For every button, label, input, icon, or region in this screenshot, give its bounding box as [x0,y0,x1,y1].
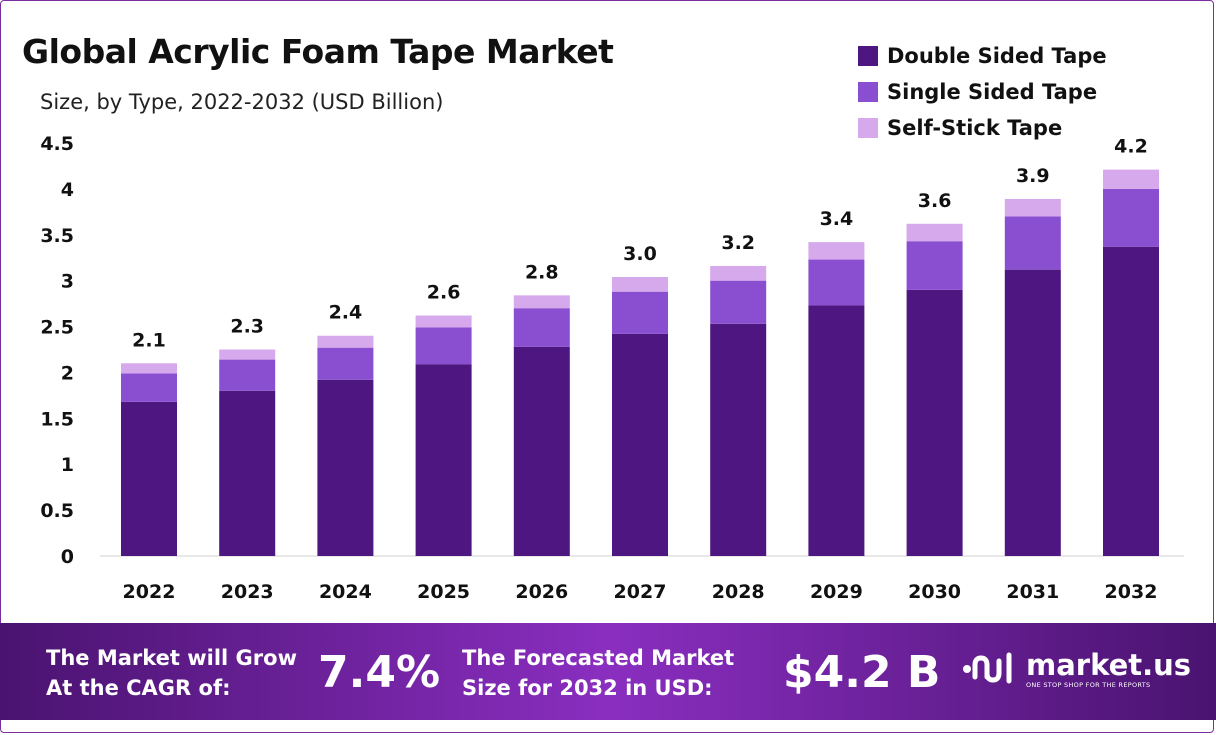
y-tick-label: 2.5 [40,317,74,339]
footer-banner: The Market will Grow At the CAGR of: 7.4… [0,623,1216,720]
y-tick-label: 4 [61,179,74,201]
bar-segment-single-sided-tape [710,280,767,324]
cagr-label-line1: The Market will Grow [46,646,297,670]
legend-label-single-sided: Single Sided Tape [887,80,1098,104]
bar-segment-self-stick-tape [415,315,472,328]
x-tick-label: 2031 [1006,581,1059,603]
bar-segment-double-sided-tape [906,289,963,556]
bar-segment-self-stick-tape [219,349,276,360]
bar-segment-self-stick-tape [513,295,570,309]
forecast-label-line2: Size for 2032 in USD: [462,676,713,700]
chart-plot: 0 0.5 1 1.5 2 2.5 3 3.5 4 4.5 2.1 2022 2.3 2023 2.4 202… [40,133,1184,603]
bar-segment-self-stick-tape [317,335,374,348]
bar-total-label: 4.2 [1114,136,1148,158]
legend-label-self-stick: Self-Stick Tape [887,116,1063,140]
bar-segment-self-stick-tape [906,223,963,242]
bar-segment-single-sided-tape [219,359,276,391]
forecast-label-line1: The Forecasted Market [462,646,735,670]
bar-total-label: 3.6 [918,190,952,212]
legend-item-self-stick: Self-Stick Tape [858,110,1107,146]
brand-tagline: ONE STOP SHOP FOR THE REPORTS [1026,680,1151,689]
x-tick-label: 2032 [1105,581,1158,603]
bar-segment-self-stick-tape [1103,169,1159,189]
bar-segment-self-stick-tape [121,363,177,374]
chart-title: Global Acrylic Foam Tape Market [22,32,614,71]
y-tick-label: 2 [61,362,74,384]
y-tick-label: 4.5 [40,133,74,155]
bar-segment-single-sided-tape [808,259,865,306]
bar-segment-single-sided-tape [1004,216,1061,270]
bar-segment-single-sided-tape [513,308,570,347]
y-tick-label: 3 [61,271,74,293]
brand-logo[interactable]: market.us ONE STOP SHOP FOR THE REPORTS [960,647,1191,691]
cagr-label: The Market will Grow At the CAGR of: [46,643,316,703]
x-tick-label: 2027 [614,581,667,603]
bar-segment-double-sided-tape [1103,246,1159,556]
bar-segment-single-sided-tape [612,291,668,334]
bar-total-label: 3.2 [721,232,755,254]
bar-segment-single-sided-tape [121,373,177,402]
legend-swatch-single-sided [858,82,878,102]
bar-segment-double-sided-tape [513,346,570,556]
x-tick-label: 2029 [810,581,863,603]
legend-label-double-sided: Double Sided Tape [887,44,1107,68]
bar-segment-single-sided-tape [906,241,963,290]
chart-subtitle: Size, by Type, 2022-2032 (USD Billion) [40,90,444,114]
bar-segment-self-stick-tape [710,265,767,281]
bar-segment-double-sided-tape [415,364,472,556]
y-tick-label: 0.5 [40,500,74,522]
x-tick-label: 2023 [221,581,274,603]
x-tick-label: 2022 [123,581,176,603]
y-tick-label: 1 [61,454,74,476]
bar-total-label: 2.6 [427,282,461,304]
bar-segment-double-sided-tape [219,390,276,556]
bar-segment-self-stick-tape [612,276,668,292]
legend-item-single-sided: Single Sided Tape [858,74,1107,110]
bar-segment-double-sided-tape [710,323,767,556]
legend-swatch-self-stick [858,118,878,138]
bar-segment-double-sided-tape [808,305,865,556]
bar-segment-self-stick-tape [808,242,865,260]
legend-item-double-sided: Double Sided Tape [858,38,1107,74]
bar-segment-single-sided-tape [415,327,472,365]
bar-total-label: 2.4 [329,302,363,324]
bar-total-label: 3.0 [623,243,657,265]
bar-total-label: 3.4 [820,208,854,230]
forecast-value: $4.2 B [783,647,941,698]
x-tick-label: 2025 [417,581,470,603]
bar-segment-double-sided-tape [317,379,374,556]
y-tick-label: 3.5 [40,225,74,247]
y-tick-label: 0 [61,546,74,568]
cagr-value: 7.4% [318,647,441,698]
bar-total-label: 2.3 [230,316,264,338]
market-us-logo-icon [963,652,1012,684]
legend-swatch-double-sided [858,46,878,66]
y-tick-label: 1.5 [40,408,74,430]
bar-segment-single-sided-tape [1103,188,1159,247]
bar-total-label: 3.9 [1016,165,1050,187]
bar-segment-double-sided-tape [1004,269,1061,556]
bar-total-label: 2.1 [132,329,166,351]
x-tick-label: 2024 [319,581,372,603]
bar-total-label: 2.8 [525,261,559,283]
brand-name: market.us [1026,647,1192,682]
x-tick-label: 2028 [712,581,765,603]
x-tick-label: 2026 [515,581,568,603]
bar-segment-self-stick-tape [1004,198,1061,217]
bar-segment-double-sided-tape [121,401,177,556]
x-tick-label: 2030 [908,581,961,603]
brand-text: market.us ONE STOP SHOP FOR THE REPORTS [1026,649,1191,690]
chart-legend: Double Sided Tape Single Sided Tape Self… [858,38,1107,146]
bar-segment-single-sided-tape [317,347,374,380]
bar-segment-double-sided-tape [612,333,668,556]
forecast-label: The Forecasted Market Size for 2032 in U… [462,643,762,703]
cagr-label-line2: At the CAGR of: [46,676,231,700]
